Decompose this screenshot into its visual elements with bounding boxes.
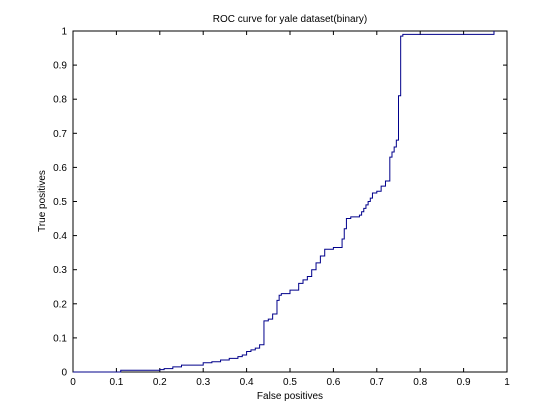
- y-axis-ticks: 0 0.1 0.2 0.3 0.4 0.5 0.6 0.7 0.8 0.9 1: [53, 27, 507, 379]
- x-tick-label: 0.4: [240, 377, 254, 388]
- y-tick-label: 1: [61, 27, 67, 38]
- x-tick-label: 0.1: [109, 377, 123, 388]
- chart-title: ROC curve for yale dataset(binary): [213, 14, 368, 25]
- y-tick-label: 0.7: [53, 129, 67, 140]
- plot-area: [72, 30, 508, 373]
- x-tick-label: 0.6: [326, 377, 340, 388]
- x-tick-label: 0.5: [283, 377, 297, 388]
- x-tick-label: 1: [504, 377, 510, 388]
- y-tick-label: 0.1: [53, 333, 67, 344]
- y-tick-label: 0.8: [53, 95, 67, 106]
- y-tick-label: 0.6: [53, 163, 67, 174]
- x-tick-label: 0.8: [413, 377, 427, 388]
- x-tick-label: 0.9: [457, 377, 471, 388]
- y-tick-label: 0.9: [53, 61, 67, 72]
- x-tick-label: 0.3: [196, 377, 210, 388]
- y-tick-label: 0.3: [53, 265, 67, 276]
- x-tick-label: 0.7: [370, 377, 384, 388]
- x-axis-label: False positives: [257, 391, 323, 402]
- y-axis-label: True positives: [37, 170, 48, 232]
- x-tick-label: 0: [70, 377, 76, 388]
- x-tick-label: 0.2: [153, 377, 167, 388]
- y-tick-label: 0.5: [53, 197, 67, 208]
- y-tick-label: 0: [61, 368, 67, 379]
- roc-series-line: [73, 31, 495, 373]
- chart-marks: 0 0.1 0.2 0.3 0.4 0.5 0.6 0.7 0.8 0.9 1 0 0.1 0.2 0.3…: [53, 27, 510, 389]
- y-tick-label: 0.4: [53, 231, 67, 242]
- y-tick-label: 0.2: [53, 299, 67, 310]
